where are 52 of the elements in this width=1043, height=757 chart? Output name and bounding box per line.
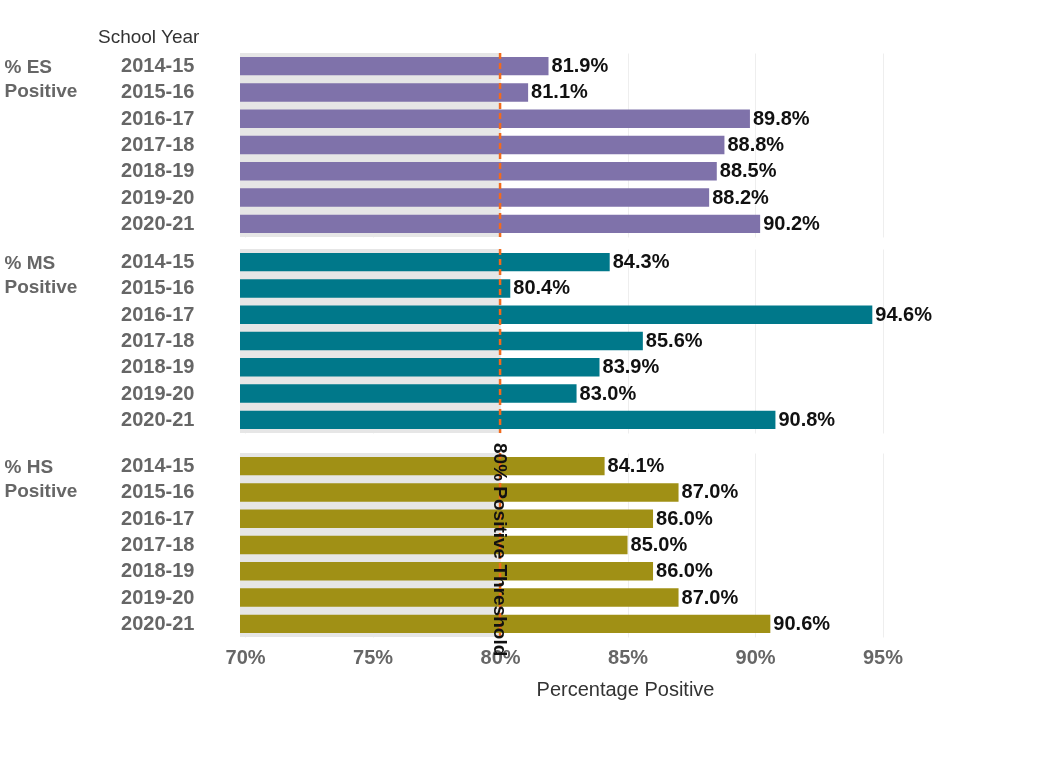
y-tick-label: 2015-16 bbox=[121, 276, 195, 299]
data-label: 84.3% bbox=[612, 250, 670, 273]
data-label: 84.1% bbox=[607, 454, 665, 477]
y-tick-label: 2014-15 bbox=[121, 54, 195, 77]
y-tick-label: 2020-21 bbox=[121, 611, 195, 634]
y-tick-label: 2014-15 bbox=[121, 454, 195, 477]
x-tick-label: 75% bbox=[353, 645, 394, 668]
y-tick-label: 2017-18 bbox=[121, 329, 195, 351]
chart-title: School Year bbox=[98, 26, 201, 47]
y-tick-label: 2020-21 bbox=[121, 211, 195, 234]
x-tick-label: 90% bbox=[735, 645, 776, 668]
data-label: 94.6% bbox=[875, 302, 933, 325]
y-tick-label: 2017-18 bbox=[121, 133, 195, 155]
data-label: 86.0% bbox=[656, 506, 713, 529]
data-label: 90.8% bbox=[778, 407, 836, 430]
data-label: 81.9% bbox=[551, 54, 609, 77]
data-label: 89.8% bbox=[752, 106, 810, 129]
y-tick-label: 2020-21 bbox=[121, 407, 195, 430]
y-tick-label: 2014-15 bbox=[121, 250, 195, 273]
y-tick-label: 2017-18 bbox=[121, 533, 195, 555]
y-tick-label: 2019-20 bbox=[121, 585, 195, 608]
y-tick-label: 2015-16 bbox=[121, 480, 195, 503]
data-label: 88.8% bbox=[727, 133, 785, 155]
data-label: 88.5% bbox=[719, 159, 777, 182]
data-label: 90.6% bbox=[773, 611, 831, 634]
data-label: 85.0% bbox=[630, 533, 688, 555]
data-label: 87.0% bbox=[681, 585, 739, 608]
y-tick-label: 2016-17 bbox=[121, 302, 195, 325]
data-label: 86.0% bbox=[656, 559, 713, 582]
data-label: 87.0% bbox=[681, 480, 739, 503]
y-axis-title: % ES Positive bbox=[4, 55, 78, 101]
y-tick-label: 2019-20 bbox=[121, 185, 195, 208]
y-axis-title: % HS Positive bbox=[4, 455, 78, 501]
data-label: 85.6% bbox=[645, 329, 703, 351]
x-axis-title: Percentage Positive bbox=[536, 677, 715, 700]
y-axis-title: % MS Positive bbox=[4, 251, 78, 297]
data-label: 83.0% bbox=[579, 381, 637, 404]
data-label: 83.9% bbox=[602, 355, 660, 378]
y-tick-label: 2015-16 bbox=[121, 80, 195, 103]
y-tick-label: 2018-19 bbox=[121, 559, 195, 582]
y-tick-label: 2019-20 bbox=[121, 381, 195, 404]
y-tick-label: 2016-17 bbox=[121, 506, 195, 529]
data-label: 81.1% bbox=[531, 80, 589, 103]
y-tick-label: 2018-19 bbox=[121, 355, 195, 378]
data-label: 80.4% bbox=[513, 276, 571, 299]
data-label: 88.2% bbox=[712, 185, 770, 208]
x-tick-label: 95% bbox=[863, 645, 904, 668]
x-tick-label: 70% bbox=[225, 645, 266, 668]
x-tick-label: 85% bbox=[608, 645, 649, 668]
data-label: 90.2% bbox=[763, 211, 821, 234]
y-tick-label: 2018-19 bbox=[121, 159, 195, 182]
y-tick-label: 2016-17 bbox=[121, 106, 195, 129]
